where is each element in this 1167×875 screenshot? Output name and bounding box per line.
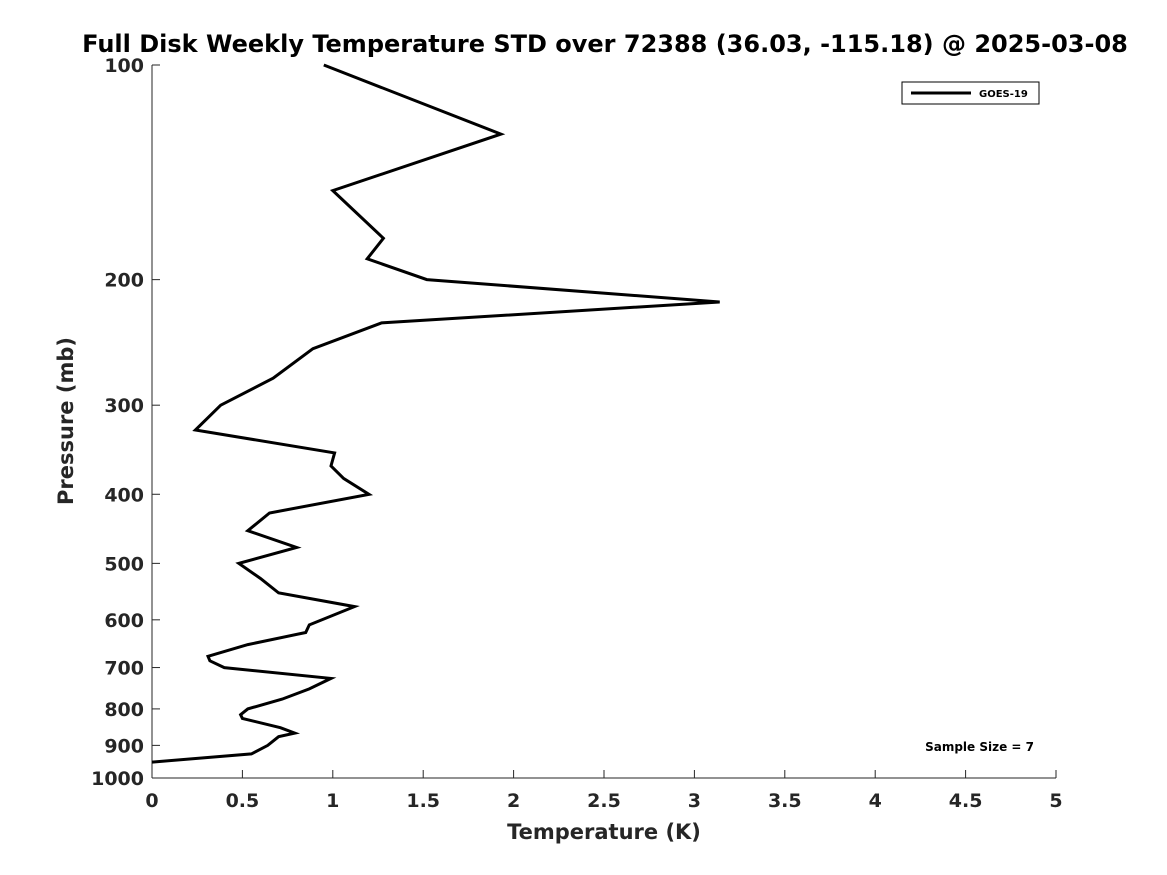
y-tick-label: 500 xyxy=(104,553,144,575)
y-tick-label: 100 xyxy=(104,55,144,77)
legend-entry-label: GOES-19 xyxy=(979,89,1028,100)
x-tick-label: 1 xyxy=(326,790,339,812)
y-axis-label: Pressure (mb) xyxy=(54,337,78,505)
y-tick-label: 800 xyxy=(104,699,144,721)
y-tick-label: 900 xyxy=(104,735,144,757)
x-tick-label: 5 xyxy=(1049,790,1062,812)
axes: 0 0.5 1 1.5 2 2.5 3 3.5 4 4.5 5 100 200 300 400 500 600 7… xyxy=(91,55,1063,812)
y-tick-label: 700 xyxy=(104,658,144,680)
x-tick-label: 2 xyxy=(507,790,520,812)
x-axis-label: Temperature (K) xyxy=(507,820,701,844)
chart-title: Full Disk Weekly Temperature STD over 72… xyxy=(82,30,1128,58)
series-line-goes-19 xyxy=(151,63,720,764)
x-tick-label: 0.5 xyxy=(226,790,260,812)
y-tick-label: 600 xyxy=(104,610,144,632)
x-tick-label: 0 xyxy=(145,790,158,812)
legend: GOES-19 xyxy=(901,81,1040,105)
x-tick-label: 4.5 xyxy=(949,790,983,812)
y-tick-label: 400 xyxy=(104,484,144,506)
sample-size-annotation: Sample Size = 7 xyxy=(925,740,1034,754)
y-tick-label: 300 xyxy=(104,395,144,417)
x-tick-label: 4 xyxy=(869,790,882,812)
y-tick-label: 1000 xyxy=(91,768,144,790)
series-layer xyxy=(151,63,720,764)
x-tick-label: 3 xyxy=(688,790,701,812)
x-tick-label: 3.5 xyxy=(768,790,802,812)
y-tick-label: 200 xyxy=(104,270,144,292)
x-tick-label: 1.5 xyxy=(406,790,440,812)
x-tick-label: 2.5 xyxy=(587,790,621,812)
